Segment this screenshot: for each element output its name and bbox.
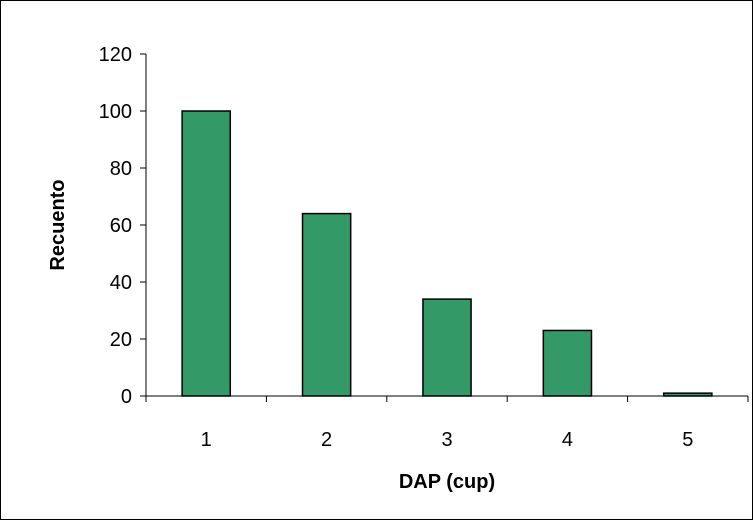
y-tick-label: 0 [121, 386, 132, 408]
bar [181, 110, 232, 397]
y-axis-ticks: 0 20 40 60 80 100 120 [99, 44, 146, 408]
y-tick-label: 60 [110, 215, 132, 237]
bar [422, 298, 472, 397]
bar [542, 329, 593, 397]
y-tick-label: 120 [99, 44, 132, 66]
y-tick-label: 100 [99, 101, 132, 123]
x-tick-label: 2 [321, 429, 332, 451]
y-axis-title: Recuento [47, 179, 69, 270]
bars [181, 110, 713, 397]
x-tick-label: 3 [441, 429, 452, 451]
x-tick-label: 1 [201, 429, 212, 451]
x-axis-title: DAP (cup) [399, 471, 495, 493]
y-tick-label: 40 [110, 272, 132, 294]
bar [301, 212, 352, 397]
x-tick-label: 4 [562, 429, 573, 451]
x-tick-label: 5 [682, 429, 693, 451]
x-axis-ticks: 1 2 3 4 5 [145, 396, 749, 451]
y-tick-label: 20 [110, 329, 132, 351]
y-tick-label: 80 [110, 158, 132, 180]
